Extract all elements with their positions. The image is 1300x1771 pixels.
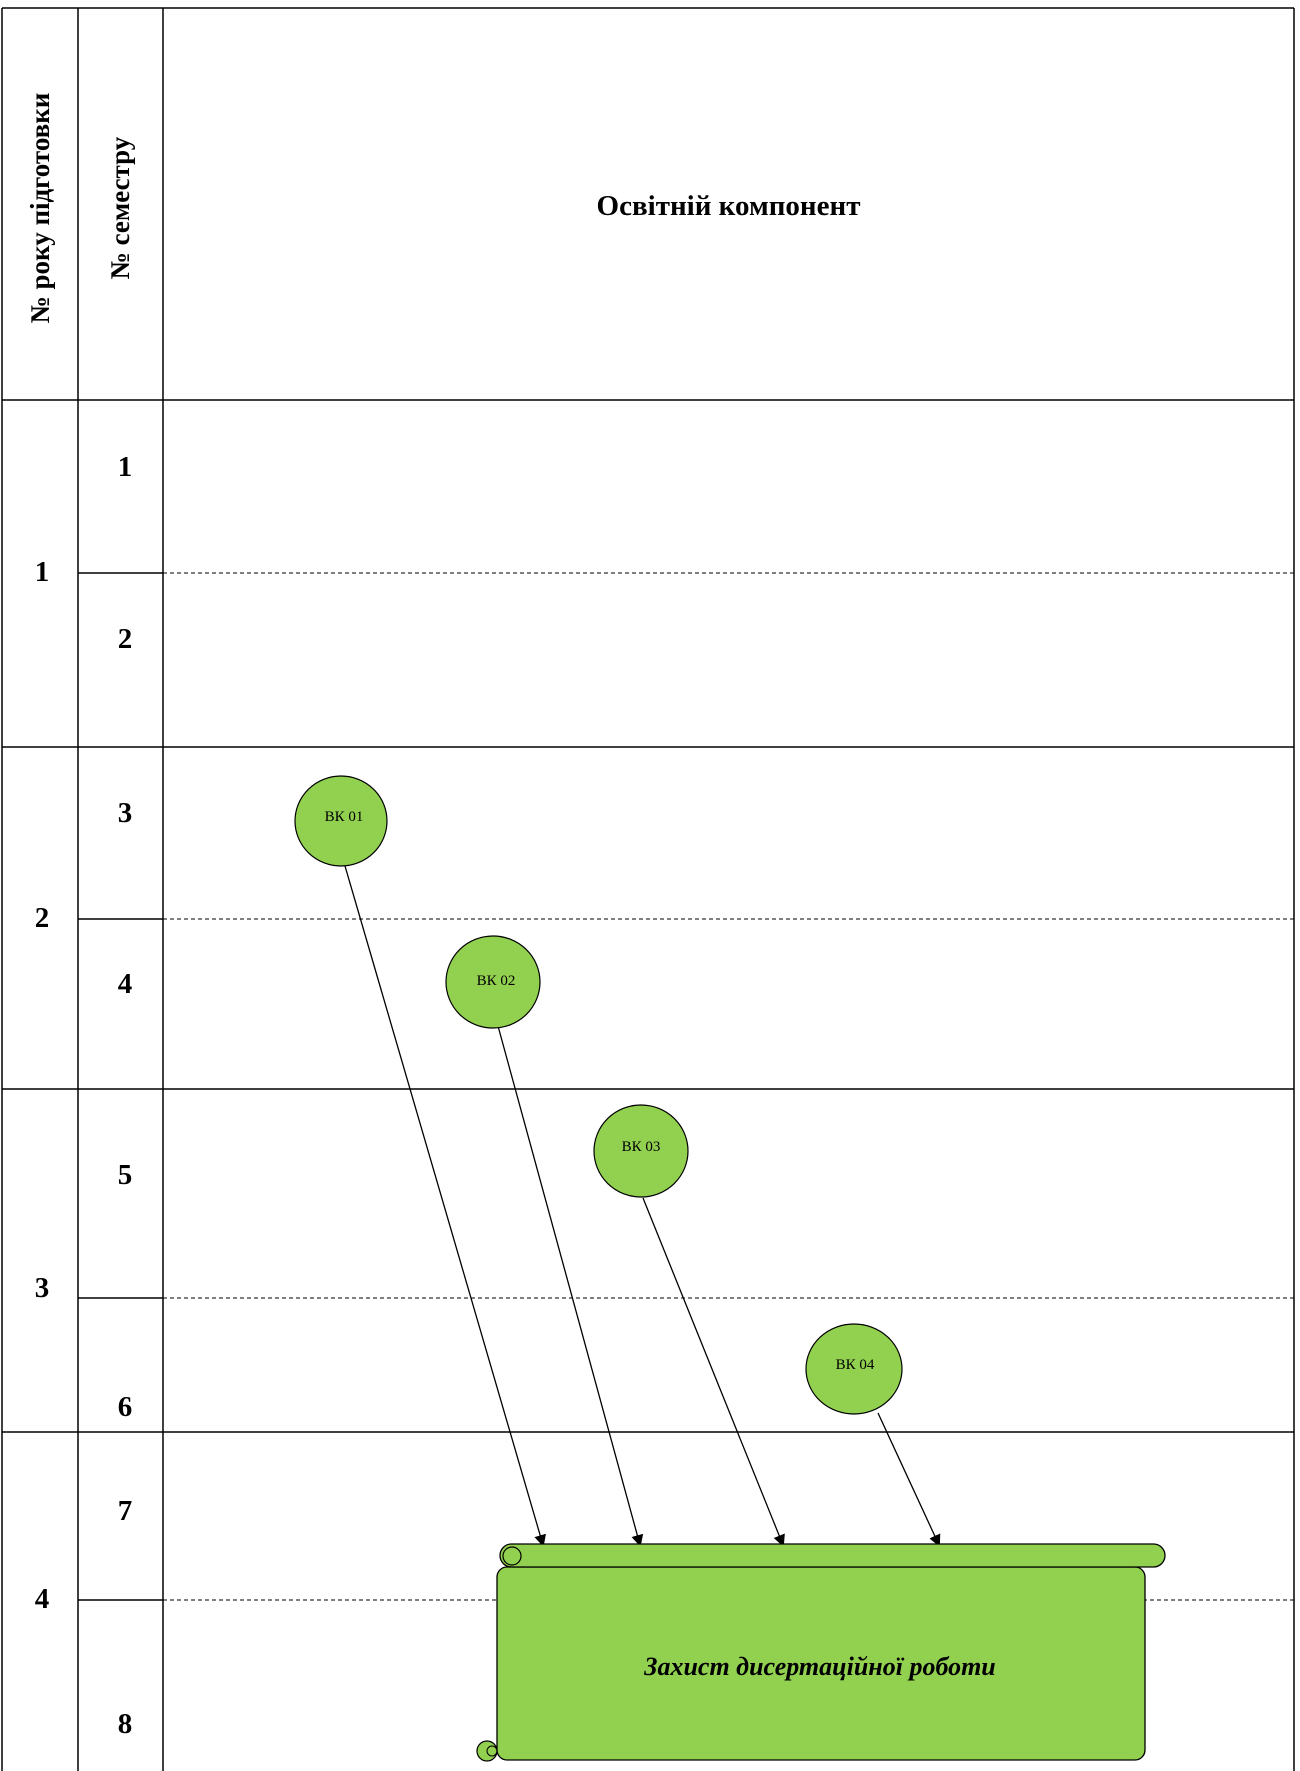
node-vk02 bbox=[445, 935, 541, 1029]
semester-number: 8 bbox=[117, 1708, 133, 1740]
year-number: 3 bbox=[34, 1272, 50, 1304]
arrow-vk02 bbox=[497, 1025, 644, 1547]
table-grid bbox=[1, 7, 1295, 1771]
connectors bbox=[344, 865, 941, 1547]
year-number: 2 bbox=[34, 902, 50, 934]
year-column-header: № року підготовки bbox=[25, 92, 55, 324]
year-number: 4 bbox=[34, 1583, 50, 1615]
node-vk04 bbox=[805, 1323, 903, 1415]
component-column-header: Освітній компонент bbox=[596, 190, 861, 222]
semester-column-header: № семестру bbox=[105, 136, 135, 280]
final-defense-label: Захист дисертаційної роботи bbox=[644, 1652, 996, 1681]
arrow-vk03 bbox=[642, 1197, 785, 1547]
semester-number: 5 bbox=[117, 1159, 133, 1191]
node-label-vk01: ВК 01 bbox=[324, 809, 364, 825]
node-vk01 bbox=[294, 775, 388, 867]
final-scroll-shape bbox=[476, 1543, 1166, 1762]
node-label-vk02: ВК 02 bbox=[476, 973, 516, 989]
semester-number: 4 bbox=[117, 968, 133, 1000]
arrow-vk01 bbox=[344, 865, 546, 1547]
semester-number: 2 bbox=[117, 623, 133, 655]
semester-number: 3 bbox=[117, 797, 133, 829]
node-label-vk03: ВК 03 bbox=[621, 1139, 661, 1155]
arrow-vk04 bbox=[877, 1412, 941, 1547]
node-label-vk04: ВК 04 bbox=[835, 1357, 875, 1373]
semester-number: 6 bbox=[117, 1391, 133, 1423]
year-number: 1 bbox=[34, 556, 50, 588]
node-vk03 bbox=[593, 1104, 689, 1198]
semester-number: 1 bbox=[117, 451, 133, 483]
semester-number: 7 bbox=[117, 1495, 133, 1527]
